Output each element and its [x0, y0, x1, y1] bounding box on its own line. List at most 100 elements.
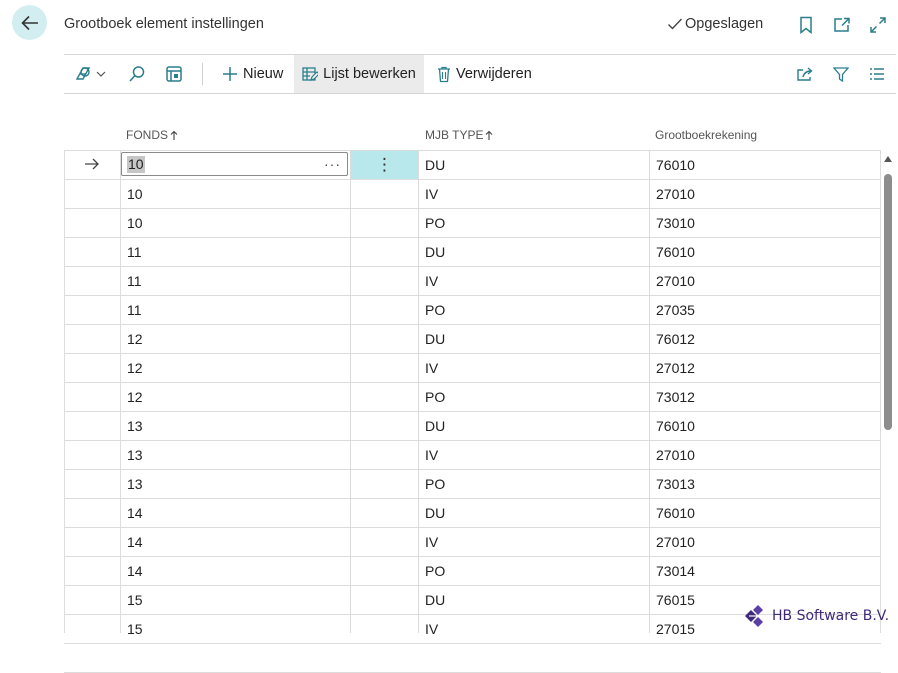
fonds-cell-editor[interactable]: 10 ··· [121, 152, 348, 176]
grootboekrekening-cell[interactable]: 73013 [656, 476, 695, 492]
grootboekrekening-cell[interactable]: 76010 [656, 244, 695, 260]
search-button[interactable] [128, 55, 152, 93]
table-row[interactable]: 13 PO 73013 [64, 470, 881, 499]
table-row[interactable]: 13 IV 27010 [64, 441, 881, 470]
expand-button[interactable] [868, 15, 888, 35]
row-actions-menu-button[interactable]: ⋮ [351, 151, 418, 179]
column-header-grootboekrekening[interactable]: Grootboekrekening [655, 128, 757, 142]
grootboekrekening-cell[interactable]: 76012 [656, 331, 695, 347]
view-switch-button[interactable] [74, 55, 114, 93]
grootboekrekening-cell[interactable]: 27010 [656, 534, 695, 550]
grootboekrekening-cell[interactable]: 76015 [656, 592, 695, 608]
mjb-type-cell[interactable]: DU [425, 418, 446, 434]
table-row[interactable]: 12 DU 76012 [64, 325, 881, 354]
grootboekrekening-cell[interactable]: 73012 [656, 389, 695, 405]
arrow-left-icon [20, 15, 38, 30]
layout-button[interactable] [165, 55, 189, 93]
fonds-cell[interactable]: 11 [127, 244, 142, 260]
mjb-type-cell[interactable]: PO [425, 215, 446, 231]
grootboekrekening-cell[interactable]: 27010 [656, 273, 695, 289]
grootboekrekening-cell[interactable]: 27035 [656, 302, 695, 318]
grootboekrekening-cell[interactable]: 27010 [656, 447, 695, 463]
fonds-cell[interactable]: 12 [127, 389, 143, 405]
mjb-type-cell[interactable]: DU [425, 331, 446, 347]
column-header-label: Grootboekrekening [655, 128, 758, 142]
delete-button[interactable]: Verwijderen [437, 55, 532, 93]
table-row[interactable]: 15 DU 76015 [64, 586, 881, 615]
layout-icon [166, 66, 182, 82]
new-label: Nieuw [243, 66, 284, 82]
fonds-cell[interactable]: 13 [127, 447, 143, 463]
mjb-type-cell[interactable]: IV [425, 447, 439, 463]
mjb-type-cell[interactable]: IV [425, 621, 439, 637]
edit-list-button[interactable]: Lijst bewerken [294, 55, 424, 93]
mjb-type-cell[interactable]: PO [425, 476, 446, 492]
table-row[interactable]: 13 DU 76010 [64, 412, 881, 441]
filter-button[interactable] [833, 55, 853, 93]
scrollbar-thumb[interactable] [884, 174, 892, 430]
table-row[interactable]: 14 DU 76010 [64, 499, 881, 528]
column-header-label: FONDS [126, 128, 168, 142]
mjb-type-cell[interactable]: IV [425, 186, 439, 202]
mjb-type-cell[interactable]: IV [425, 360, 439, 376]
column-header-mjb-type[interactable]: MJB TYPE [425, 128, 493, 142]
table-row[interactable]: 12 IV 27012 [64, 354, 881, 383]
grootboekrekening-cell[interactable]: 27015 [656, 621, 695, 637]
mjb-type-cell[interactable]: PO [425, 389, 446, 405]
mjb-type-cell[interactable]: PO [425, 563, 446, 579]
fonds-cell[interactable]: 11 [127, 302, 142, 318]
column-header-label: MJB TYPE [425, 128, 484, 142]
table-row[interactable]: 14 PO 73014 [64, 557, 881, 586]
fonds-cell[interactable]: 15 [127, 621, 143, 637]
fonds-cell[interactable]: 13 [127, 476, 143, 492]
grootboekrekening-cell[interactable]: 27010 [656, 186, 695, 202]
vertical-scrollbar[interactable] [882, 152, 894, 633]
fonds-cell[interactable]: 12 [127, 360, 143, 376]
grootboekrekening-cell[interactable]: 76010 [656, 418, 695, 434]
mjb-type-cell[interactable]: DU [425, 505, 446, 521]
table-row[interactable]: 11 IV 27010 [64, 267, 881, 296]
fonds-cell[interactable]: 15 [127, 592, 143, 608]
grootboekrekening-cell[interactable]: 73014 [656, 563, 695, 579]
table-row[interactable]: 14 IV 27010 [64, 528, 881, 557]
list-view-button[interactable] [869, 55, 889, 93]
saved-label: Opgeslagen [685, 16, 764, 32]
share-button[interactable] [796, 55, 816, 93]
back-button[interactable] [12, 5, 47, 40]
fonds-cell[interactable]: 10 [127, 215, 143, 231]
table-row[interactable]: 12 PO 73012 [64, 383, 881, 412]
table-row[interactable]: 10 IV 27010 [64, 180, 881, 209]
fonds-cell[interactable]: 14 [127, 563, 143, 579]
table-row[interactable]: 10 ··· ⋮ DU 76010 [64, 151, 881, 180]
mjb-type-cell[interactable]: IV [425, 273, 439, 289]
fonds-cell[interactable]: 13 [127, 418, 143, 434]
fonds-cell[interactable]: 10 [127, 186, 143, 202]
grootboekrekening-cell[interactable]: 76010 [656, 157, 695, 173]
new-button[interactable]: Nieuw [222, 55, 283, 93]
grootboekrekening-cell[interactable]: 27012 [656, 360, 695, 376]
mjb-type-cell[interactable]: DU [425, 157, 446, 173]
grootboekrekening-cell[interactable]: 76010 [656, 505, 695, 521]
table-row[interactable]: 10 PO 73010 [64, 209, 881, 238]
toolbar-separator [202, 63, 203, 85]
fonds-cell[interactable]: 11 [127, 273, 142, 289]
grid-line [120, 150, 121, 633]
table-row[interactable]: 11 PO 27035 [64, 296, 881, 325]
bookmark-button[interactable] [796, 15, 816, 35]
mjb-type-cell[interactable]: DU [425, 592, 446, 608]
column-header-fonds[interactable]: FONDS [126, 128, 178, 142]
grootboekrekening-cell[interactable]: 73010 [656, 215, 695, 231]
table-row[interactable] [64, 644, 881, 673]
mjb-type-cell[interactable]: DU [425, 244, 446, 260]
open-new-window-button[interactable] [832, 15, 852, 35]
mjb-type-cell[interactable]: IV [425, 534, 439, 550]
table-row[interactable]: 11 DU 76010 [64, 238, 881, 267]
scroll-up-arrow-icon[interactable] [884, 156, 892, 162]
more-vertical-icon: ⋮ [376, 155, 393, 174]
lookup-button[interactable]: ··· [324, 156, 341, 172]
mjb-type-cell[interactable]: PO [425, 302, 446, 318]
fonds-cell[interactable]: 12 [127, 331, 143, 347]
grid-line [350, 150, 351, 633]
fonds-cell[interactable]: 14 [127, 505, 143, 521]
fonds-cell[interactable]: 14 [127, 534, 143, 550]
